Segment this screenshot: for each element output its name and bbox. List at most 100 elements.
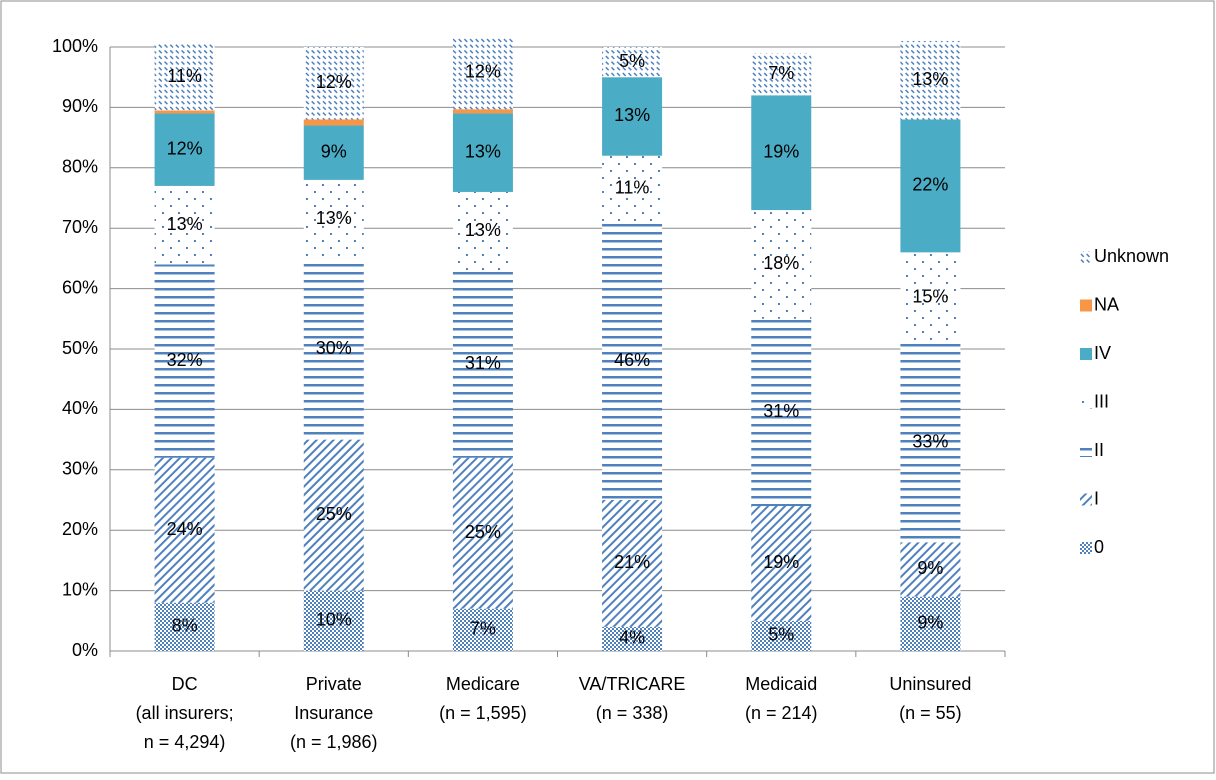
x-tick-label-line: (n = 1,595) [439, 703, 527, 723]
bar-segment [154, 113, 215, 186]
bar-segment [303, 439, 364, 591]
x-tick-label-line: Medicare [446, 674, 520, 694]
x-tick-label-line: (n = 1,986) [290, 732, 378, 752]
bar-segment [900, 252, 961, 343]
legend-label: II [1094, 440, 1104, 460]
x-tick-label: Uninsured (n = 55) [889, 674, 971, 723]
bar-segment [303, 179, 364, 259]
data-label: 33% [912, 431, 948, 451]
bar-segment [602, 626, 663, 651]
x-tick-label-line: VA/TRICARE [579, 674, 686, 694]
data-label: 8% [172, 616, 198, 636]
bar-segment [602, 47, 663, 78]
y-tick-label: 40% [62, 398, 98, 418]
data-label: 19% [763, 552, 799, 572]
data-label: 11% [615, 178, 650, 198]
bar-segment [900, 342, 961, 543]
legend-swatch [1080, 251, 1092, 263]
data-label: 31% [465, 353, 501, 373]
x-tick-label-line: n = 4,294) [144, 732, 226, 752]
legend-swatch [1080, 299, 1092, 312]
data-label: 22% [912, 175, 948, 195]
legend-swatch [1080, 396, 1092, 409]
data-label: 30% [316, 338, 352, 358]
x-tick-label-line: Medicaid [745, 674, 817, 694]
data-label: 11% [167, 66, 202, 86]
x-tick-label: Private Insurance (n = 1,986) [290, 674, 378, 752]
data-label: 19% [763, 141, 799, 161]
bar-segment [602, 500, 663, 627]
legend-label: III [1094, 391, 1109, 411]
bar-segment [154, 110, 215, 114]
bar-segment [900, 40, 961, 120]
bar-segment [154, 602, 215, 651]
y-tick-label: 50% [62, 338, 98, 358]
bar-segment [751, 53, 812, 96]
data-label: 12% [167, 138, 203, 158]
y-tick-label: 60% [62, 277, 98, 297]
legend-label: 0 [1094, 537, 1104, 557]
data-label: 5% [768, 625, 794, 645]
legend-swatch [1080, 348, 1092, 360]
bar-segment [900, 596, 961, 651]
y-tick-label: 80% [62, 157, 98, 177]
bar-segment [303, 125, 364, 180]
x-tick-label: Medicaid (n = 214) [745, 674, 818, 723]
bar-segment [452, 608, 513, 651]
x-tick-label-line: (n = 214) [745, 703, 818, 723]
bar-segment [900, 542, 961, 597]
bar-segment [154, 43, 215, 111]
data-label: 9% [321, 141, 347, 161]
legend-swatch [1080, 542, 1092, 554]
data-label: 13% [912, 69, 948, 89]
data-label: 10% [316, 610, 352, 630]
bar-segment [303, 119, 364, 126]
data-label: 13% [614, 105, 650, 125]
x-tick-label-line: Private [306, 674, 362, 694]
y-tick-label: 70% [62, 217, 98, 237]
data-label: 32% [167, 350, 203, 370]
bar-segment [751, 620, 812, 651]
bar-segment [900, 119, 961, 253]
data-label: 25% [316, 504, 352, 524]
data-label: 13% [465, 141, 501, 161]
x-tick-label-line: (n = 338) [596, 703, 669, 723]
legend-swatch [1080, 445, 1092, 457]
data-label: 25% [465, 522, 501, 542]
bar-segment [751, 506, 812, 621]
y-tick-label: 0% [72, 640, 98, 660]
bar-segment [602, 155, 663, 223]
bar-segment [154, 264, 215, 458]
data-label: 5% [619, 51, 645, 71]
data-label: 15% [912, 286, 948, 306]
bar-segment [154, 457, 215, 603]
data-label: 12% [465, 62, 501, 82]
bar-segment [303, 590, 364, 651]
y-tick-label: 30% [62, 459, 98, 479]
legend-label: I [1094, 488, 1099, 508]
y-tick-label: 90% [62, 96, 98, 116]
data-label: 13% [465, 220, 501, 240]
x-tick-label-line: (n = 55) [899, 703, 962, 723]
bar-segment [452, 457, 513, 609]
x-tick-label: DC (all insurers; n = 4,294) [136, 674, 234, 752]
data-label: 18% [763, 253, 799, 273]
legend-swatch [1080, 493, 1092, 506]
data-label: 13% [167, 214, 203, 234]
data-label: 7% [470, 619, 496, 639]
bar-segment [452, 270, 513, 458]
data-label: 46% [614, 350, 650, 370]
bar-segment [452, 113, 513, 192]
legend-label: NA [1094, 294, 1119, 314]
data-label: 12% [316, 72, 352, 92]
y-tick-label: 20% [62, 519, 98, 539]
bar-segment [751, 95, 812, 211]
x-tick-label-line: Insurance [294, 703, 373, 723]
data-label: 13% [316, 208, 352, 228]
bar-segment [303, 258, 364, 440]
legend-label: IV [1094, 343, 1111, 363]
bar-segment [602, 77, 663, 156]
bar-segment [154, 185, 215, 265]
